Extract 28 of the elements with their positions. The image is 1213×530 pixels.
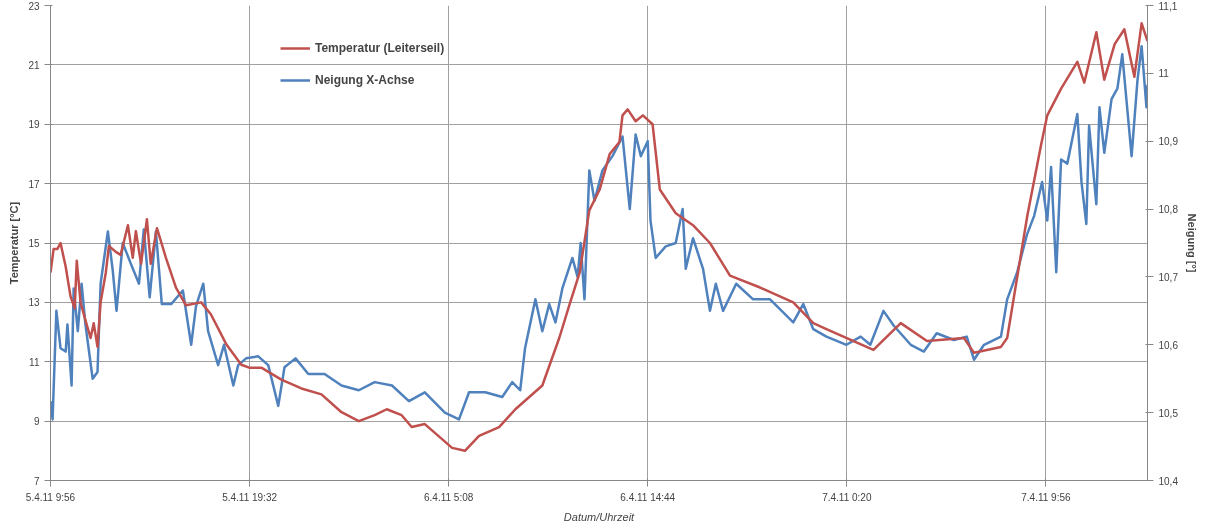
y-tick-label: 9 xyxy=(33,416,40,428)
y2-tick-label: 10,5 xyxy=(1158,407,1179,419)
y-tick-label: 23 xyxy=(28,0,40,12)
y2-tick-label: 11 xyxy=(1158,68,1170,80)
x-tick-label: 6.4.11 14:44 xyxy=(620,491,676,503)
y2-tick-label: 10,8 xyxy=(1158,204,1179,216)
x-tick-label: 6.4.11 5:08 xyxy=(424,491,474,503)
x-axis-title: Datum/Uhrzeit xyxy=(563,510,636,523)
x-tick-label: 7.4.11 0:20 xyxy=(822,491,872,503)
x-tick-label: 5.4.11 9:56 xyxy=(25,491,76,503)
y2-tick-label: 10,4 xyxy=(1158,475,1179,487)
y-tick-label: 15 xyxy=(28,238,40,249)
x-tick-label: 5.4.11 19:32 xyxy=(222,491,278,503)
y-tick-label: 13 xyxy=(28,297,40,309)
y-tick-label: 17 xyxy=(28,178,40,190)
legend-label: Neigung X-Achse xyxy=(315,73,415,87)
x-tick-label: 7.4.11 9:56 xyxy=(1021,491,1071,503)
y-axis-title: Temperatur [°C] xyxy=(8,201,21,285)
y2-tick-label: 10,9 xyxy=(1158,136,1179,148)
y-tick-label: 7 xyxy=(33,475,40,487)
y2-axis-title: Neigung [°] xyxy=(1185,213,1198,273)
y2-tick-label: 10,7 xyxy=(1158,271,1179,283)
y2-tick-label: 10,6 xyxy=(1158,339,1179,351)
y-tick-label: 11 xyxy=(29,356,40,368)
y-tick-label: 21 xyxy=(28,59,40,71)
y2-tick-label: 11,1 xyxy=(1158,0,1178,12)
legend-label: Temperatur (Leiterseil) xyxy=(315,41,445,55)
y-tick-label: 19 xyxy=(28,119,40,131)
